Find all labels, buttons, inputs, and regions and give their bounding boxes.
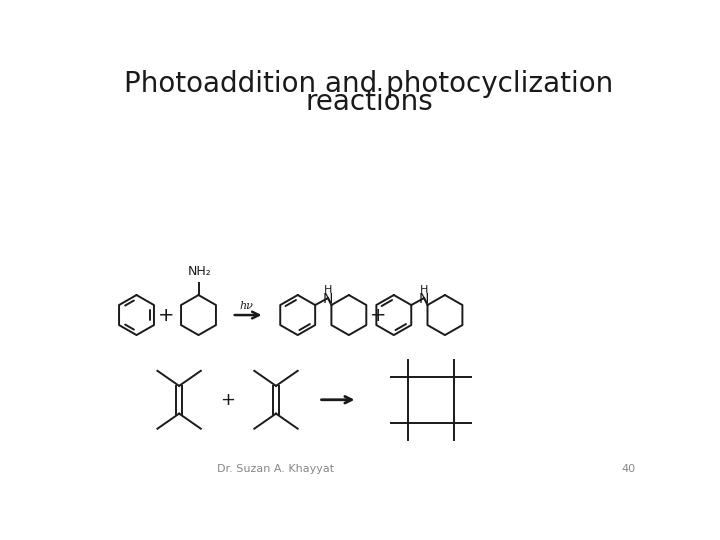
Text: 40: 40 — [621, 464, 636, 474]
Text: +: + — [158, 306, 174, 325]
Text: N: N — [419, 292, 429, 306]
Text: Dr. Suzan A. Khayyat: Dr. Suzan A. Khayyat — [217, 464, 335, 474]
Text: NH₂: NH₂ — [187, 265, 211, 278]
Text: N: N — [323, 292, 333, 306]
Text: H: H — [324, 286, 332, 295]
Text: +: + — [220, 391, 235, 409]
Text: +: + — [370, 306, 387, 325]
Text: H: H — [420, 286, 428, 295]
Text: hν: hν — [240, 301, 253, 311]
Text: Photoaddition and photocyclization: Photoaddition and photocyclization — [125, 70, 613, 98]
Text: reactions: reactions — [305, 88, 433, 116]
